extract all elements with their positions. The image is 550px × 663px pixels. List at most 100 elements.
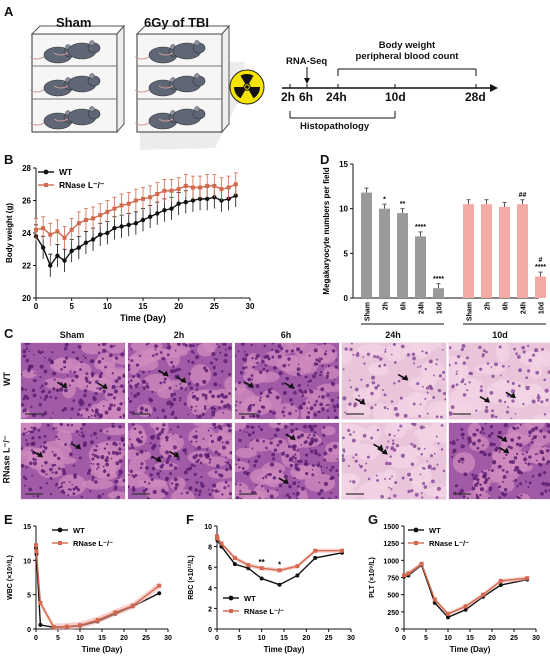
nucleus-dot: [417, 366, 419, 369]
nucleus-dot: [393, 494, 397, 498]
nucleus-dot: [158, 444, 161, 447]
nucleus-dot: [524, 462, 527, 465]
nucleus-dot: [164, 490, 167, 494]
nucleus-dot: [337, 473, 339, 476]
nucleus-dot: [33, 372, 36, 375]
data-point-wt: [190, 198, 196, 203]
nucleus-dot: [133, 427, 137, 430]
nucleus-dot: [128, 381, 129, 384]
nucleus-dot: [273, 448, 278, 452]
nucleus-dot: [70, 440, 74, 443]
nucleus-dot: [141, 436, 144, 438]
nucleus-dot: [460, 457, 465, 462]
nucleus-dot: [403, 413, 408, 418]
nucleus-dot: [27, 369, 30, 373]
nucleus-dot: [114, 485, 118, 489]
nucleus-dot: [497, 430, 502, 435]
tissue-patch: [235, 447, 257, 459]
nucleus-dot: [41, 464, 44, 467]
nucleus-dot: [172, 445, 177, 450]
nucleus-dot: [47, 390, 51, 394]
panel-label-f: F: [186, 512, 194, 527]
nucleus-dot: [352, 456, 355, 459]
nucleus-dot: [116, 495, 121, 499]
nucleus-dot: [204, 368, 209, 373]
nucleus-dot: [295, 497, 299, 499]
nucleus-dot: [331, 349, 336, 353]
x-tick-label: 0: [215, 635, 219, 642]
nucleus-dot: [116, 407, 121, 412]
nucleus-dot: [283, 451, 286, 453]
nucleus-dot: [433, 452, 436, 455]
tissue-patch: [467, 423, 482, 441]
data-point-wt: [295, 573, 300, 578]
nucleus-dot: [494, 415, 498, 419]
nucleus-dot: [32, 461, 37, 466]
nucleus-dot: [102, 493, 105, 496]
nucleus-dot: [176, 456, 181, 461]
nucleus-dot: [435, 415, 439, 419]
nucleus-dot: [103, 469, 106, 471]
nucleus-dot: [52, 427, 56, 430]
nucleus-dot: [102, 405, 105, 407]
tissue-patch: [281, 354, 312, 377]
nucleus-dot: [367, 477, 371, 481]
nucleus-dot: [217, 473, 221, 476]
nucleus-dot: [290, 423, 294, 426]
nucleus-dot: [174, 482, 179, 487]
nucleus-dot: [78, 456, 82, 460]
nucleus-dot: [214, 450, 219, 455]
nucleus-dot: [342, 368, 345, 371]
nucleus-dot: [97, 494, 102, 499]
nucleus-dot: [42, 470, 46, 474]
nucleus-dot: [490, 432, 494, 436]
nucleus-dot: [479, 487, 484, 492]
nucleus-dot: [325, 374, 329, 378]
mouse-tail: [158, 52, 174, 56]
legend-wt-label: WT: [429, 526, 441, 535]
nucleus-dot: [187, 413, 190, 416]
bar-wt: [397, 213, 408, 298]
group-label: RNase L⁻/⁻: [483, 327, 526, 328]
nucleus-dot: [314, 449, 317, 452]
nucleus-dot: [540, 400, 544, 404]
nucleus-dot: [542, 471, 547, 475]
nucleus-dot: [303, 441, 307, 444]
nucleus-dot: [92, 397, 97, 402]
nucleus-dot: [60, 368, 63, 371]
nucleus-dot: [162, 423, 166, 427]
nucleus-dot: [510, 438, 515, 442]
tissue-patch: [459, 378, 485, 398]
nucleus-dot: [416, 382, 420, 386]
data-point-ko: [162, 188, 167, 193]
nucleus-dot: [120, 384, 124, 388]
nucleus-dot: [208, 390, 212, 394]
arrow-head: [289, 434, 296, 441]
data-point-ko: [525, 576, 530, 581]
nucleus-dot: [488, 469, 490, 472]
nucleus-dot: [207, 429, 210, 432]
arrow-head: [402, 374, 409, 381]
nucleus-dot: [428, 359, 433, 364]
tissue-patch: [207, 432, 232, 455]
nucleus-dot: [179, 386, 184, 390]
nucleus-dot: [295, 427, 298, 431]
x-tick-label: 20: [174, 302, 183, 311]
nucleus-dot: [91, 475, 95, 479]
nucleus-dot: [169, 463, 173, 467]
nucleus-dot: [93, 414, 97, 418]
nucleus-dot: [228, 466, 232, 470]
data-point-ko: [313, 548, 318, 553]
nucleus-dot: [151, 445, 156, 450]
nucleus-dot: [97, 360, 102, 364]
tissue-patch: [55, 430, 73, 447]
nucleus-dot: [308, 433, 311, 436]
nucleus-dot: [184, 451, 187, 454]
nucleus-dot: [435, 496, 439, 499]
x-tick-label: 30: [164, 635, 172, 642]
nucleus-dot: [498, 496, 502, 499]
nucleus-dot: [145, 343, 149, 346]
nucleus-dot: [185, 491, 189, 495]
tissue-patch: [102, 427, 125, 436]
nucleus-dot: [118, 447, 122, 451]
